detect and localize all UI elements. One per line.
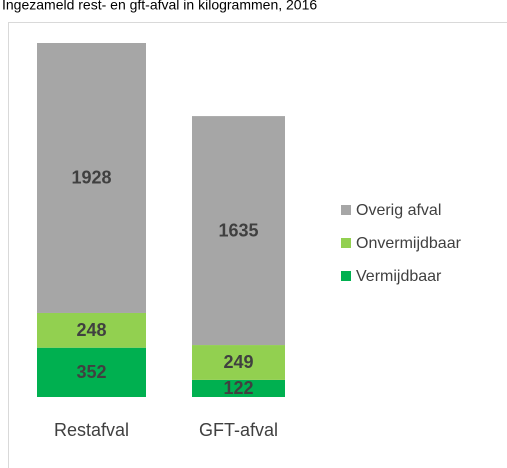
chart-title: Ingezameld rest- en gft-afval in kilogra… — [2, 0, 317, 13]
bar-segment — [192, 345, 285, 380]
legend-swatch — [341, 205, 351, 215]
legend-label: Onvermijdbaar — [356, 235, 462, 252]
data-label: 248 — [76, 320, 106, 340]
data-label: 249 — [223, 352, 253, 372]
legend-swatch — [341, 271, 351, 281]
data-label: 1928 — [71, 168, 111, 188]
data-label: 352 — [76, 362, 106, 382]
bar-segment — [37, 312, 146, 348]
bar-segment — [192, 116, 285, 346]
bar-segment — [37, 43, 146, 313]
chart-border — [8, 22, 507, 468]
bar-segment — [192, 379, 285, 397]
legend-label: Vermijdbaar — [356, 268, 442, 285]
data-label: 122 — [223, 378, 253, 398]
legend-swatch — [341, 238, 351, 248]
legend-label: Overig afval — [356, 202, 441, 219]
data-label: 1635 — [218, 220, 258, 240]
x-tick-label: Restafval — [54, 420, 129, 440]
x-tick-label: GFT-afval — [199, 420, 278, 440]
bar-segment — [37, 347, 146, 397]
